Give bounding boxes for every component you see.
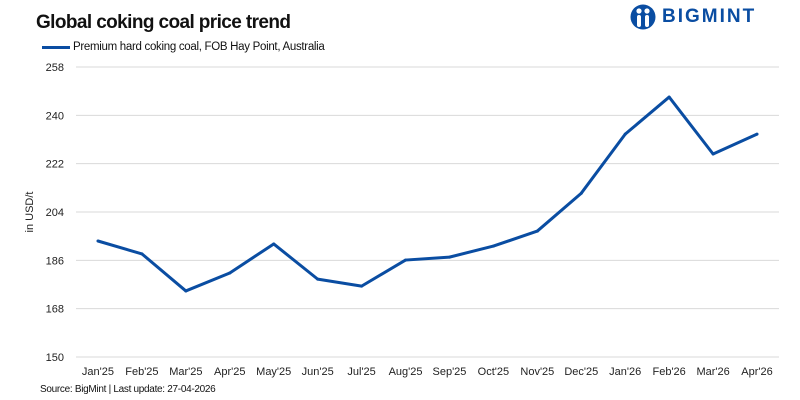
data-point <box>228 271 232 275</box>
y-tick-label: 204 <box>46 207 64 219</box>
data-point <box>360 284 364 288</box>
data-point <box>140 252 144 256</box>
data-point <box>711 152 715 156</box>
x-tick-labels: Jan'25 Feb'25 Mar'25 Apr'25 May'25 Jun'25 Jul'… <box>82 366 773 378</box>
x-tick-label: Mar'26 <box>696 366 729 378</box>
series-line <box>97 95 758 293</box>
y-axis-label: in USD/t <box>24 192 36 233</box>
chart-title: Global coking coal price trend <box>36 12 291 33</box>
legend: Premium hard coking coal, FOB Hay Point,… <box>42 41 325 53</box>
y-tick-label: 258 <box>46 62 64 74</box>
data-point <box>579 191 583 195</box>
data-point <box>491 244 495 248</box>
x-tick-label: Apr'25 <box>214 366 245 378</box>
y-tick-label: 222 <box>46 159 64 171</box>
data-point <box>667 95 671 99</box>
people-logo-icon <box>630 4 656 30</box>
data-point <box>447 255 451 259</box>
x-tick-label: Jan'26 <box>609 366 641 378</box>
data-point <box>316 277 320 281</box>
data-point <box>755 132 759 136</box>
x-tick-label: Jul'25 <box>347 366 375 378</box>
data-point <box>535 229 539 233</box>
y-tick-label: 186 <box>46 255 64 267</box>
x-tick-label: Aug'25 <box>389 366 423 378</box>
x-tick-label: Nov'25 <box>520 366 554 378</box>
x-tick-label: Mar'25 <box>169 366 202 378</box>
y-tick-label: 168 <box>46 304 64 316</box>
data-point <box>184 289 188 293</box>
x-tick-label: Jun'25 <box>302 366 334 378</box>
legend-label: Premium hard coking coal, FOB Hay Point,… <box>73 41 325 53</box>
x-tick-label: Apr'26 <box>741 366 772 378</box>
x-tick-label: Feb'26 <box>653 366 686 378</box>
source-note: Source: BigMint | Last update: 27-04-202… <box>40 384 216 395</box>
legend-swatch <box>42 45 70 49</box>
data-point <box>272 242 276 246</box>
data-point <box>623 132 627 136</box>
y-tick-label: 150 <box>46 352 64 364</box>
data-point <box>404 258 408 262</box>
y-tick-label: 240 <box>46 110 64 122</box>
x-tick-label: Oct'25 <box>478 366 509 378</box>
x-tick-label: May'25 <box>256 366 291 378</box>
bigmint-logo: BIGMINT <box>630 4 756 30</box>
x-tick-label: Jan'25 <box>82 366 114 378</box>
logo-text: BIGMINT <box>662 6 757 27</box>
x-tick-label: Feb'25 <box>125 366 158 378</box>
series-group <box>96 95 759 293</box>
data-point <box>96 239 100 243</box>
gridlines <box>76 66 779 358</box>
x-tick-label: Dec'25 <box>564 366 598 378</box>
y-tick-labels: 150 168 186 204 222 240 258 <box>46 62 64 364</box>
x-tick-label: Sep'25 <box>433 366 467 378</box>
